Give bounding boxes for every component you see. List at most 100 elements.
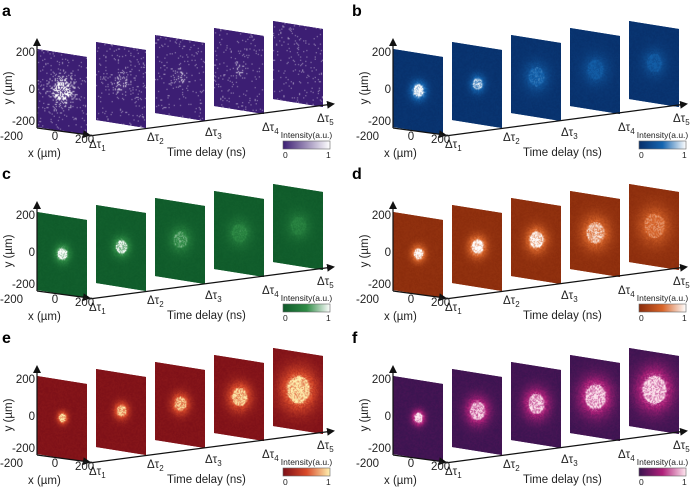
frame-4 xyxy=(570,28,620,114)
frame-image xyxy=(393,49,443,135)
frame-3 xyxy=(511,198,561,284)
panel-e-plot: e 200 0 -200 y (µm) -200 0 200 x (µm) Δτ1 Δτ2 Δτ3 Δτ… xyxy=(0,330,335,487)
panel-f-plot: f 200 0 -200 y (µm) -200 0 200 x (µm) Δτ1 Δτ2 Δτ3 Δτ… xyxy=(352,330,690,487)
panel-c: c 200 0 -200 y (µm) -200 0 200 x (µm) Δτ1 Δτ2 Δτ3 Δτ… xyxy=(0,163,350,327)
x-axis xyxy=(36,290,91,302)
time-tick-label: Δτ4 xyxy=(262,285,279,299)
x-axis xyxy=(392,127,447,139)
time-axis xyxy=(88,100,335,137)
y-tick-label: -200 xyxy=(368,279,391,291)
time-tick-label: Δτ3 xyxy=(205,454,222,468)
time-tick-label: Δτ4 xyxy=(618,449,635,463)
frame-2 xyxy=(452,369,502,455)
colorbar-max: 1 xyxy=(326,313,331,323)
x-tick-label: 0 xyxy=(52,131,58,143)
time-tick-label: Δτ4 xyxy=(618,285,635,299)
colorbar-max: 1 xyxy=(326,150,331,160)
time-tick-label: Δτ1 xyxy=(445,302,462,316)
panel-label: c xyxy=(2,166,11,183)
time-axis-label: Time delay (ns) xyxy=(167,310,246,322)
frame-2 xyxy=(452,205,502,291)
y-axis-label: y (µm) xyxy=(3,234,15,267)
frame-image xyxy=(273,21,323,107)
frame-image xyxy=(155,362,205,448)
time-tick-label: Δτ3 xyxy=(561,290,578,304)
x-axis-label: x (µm) xyxy=(28,311,61,323)
frame-4 xyxy=(570,191,620,277)
x-tick-label: 200 xyxy=(75,297,94,309)
y-tick-label: 0 xyxy=(385,84,391,96)
frame-image xyxy=(570,28,620,114)
frame-5 xyxy=(273,21,323,107)
x-tick-label: -200 xyxy=(356,131,379,143)
time-axis xyxy=(444,427,688,464)
frame-5 xyxy=(273,184,323,270)
y-tick-label: 0 xyxy=(385,411,391,423)
panel-f: f 200 0 -200 y (µm) -200 0 200 x (µm) Δτ1 Δτ2 Δτ3 Δτ… xyxy=(350,327,700,491)
frame-image xyxy=(273,348,323,434)
time-axis-label: Time delay (ns) xyxy=(167,474,246,486)
time-tick-label: Δτ3 xyxy=(561,127,578,141)
time-axis xyxy=(444,100,688,137)
colorbar-max: 1 xyxy=(682,150,687,160)
frame-4 xyxy=(214,28,264,114)
x-tick-label: 0 xyxy=(52,458,58,470)
frame-image xyxy=(37,49,87,135)
frame-4 xyxy=(214,355,264,441)
time-tick-label: Δτ4 xyxy=(262,122,279,136)
y-tick-label: 200 xyxy=(16,210,35,222)
frame-image xyxy=(629,348,679,434)
x-axis-label: x (µm) xyxy=(28,475,61,487)
y-axis-label: y (µm) xyxy=(359,398,371,431)
y-tick-label: 0 xyxy=(385,247,391,259)
x-axis-label: x (µm) xyxy=(28,148,61,160)
x-tick-label: 200 xyxy=(75,461,94,473)
frame-image xyxy=(393,376,443,462)
panel-a: a 200 0 -200 y (µm) -200 0 200 x (µm) Δτ1 Δτ2 Δτ3 Δτ… xyxy=(0,0,350,164)
x-tick-label: -200 xyxy=(0,458,23,470)
frame-image xyxy=(393,212,443,298)
x-axis xyxy=(392,290,447,302)
time-tick-label: Δτ3 xyxy=(561,454,578,468)
colorbar xyxy=(282,467,331,477)
frame-2 xyxy=(96,369,146,455)
panel-label: e xyxy=(2,330,11,347)
colorbar-min: 0 xyxy=(283,150,288,160)
panel-a-plot: a 200 0 -200 y (µm) -200 0 200 x (µm) Δτ1 Δτ2 Δτ3 Δτ… xyxy=(0,3,335,160)
frame-5 xyxy=(629,348,679,434)
y-tick-label: -200 xyxy=(368,116,391,128)
x-axis xyxy=(36,454,91,466)
frame-1 xyxy=(37,49,87,135)
frame-image xyxy=(570,191,620,277)
time-tick-label: Δτ5 xyxy=(317,113,334,127)
time-axis-label: Time delay (ns) xyxy=(523,147,602,159)
x-axis-label: x (µm) xyxy=(384,148,417,160)
time-tick-label: Δτ5 xyxy=(673,440,690,454)
y-tick-label: -200 xyxy=(368,443,391,455)
x-axis-label: x (µm) xyxy=(384,475,417,487)
y-tick-label: -200 xyxy=(12,279,35,291)
time-tick-label: Δτ5 xyxy=(317,276,334,290)
colorbar-min: 0 xyxy=(283,313,288,323)
colorbar-title: Intensity(a.u.) xyxy=(281,457,333,467)
frame-1 xyxy=(37,376,87,462)
time-tick-label: Δτ4 xyxy=(262,449,279,463)
frame-image xyxy=(155,35,205,121)
y-tick-label: 200 xyxy=(16,374,35,386)
x-axis xyxy=(392,454,447,466)
time-axis xyxy=(444,263,688,300)
x-tick-label: -200 xyxy=(0,294,23,306)
y-axis-label: y (µm) xyxy=(3,398,15,431)
frame-4 xyxy=(214,191,264,277)
x-tick-label: -200 xyxy=(0,131,23,143)
x-tick-label: 200 xyxy=(75,134,94,146)
time-tick-label: Δτ1 xyxy=(89,466,106,480)
panel-label: b xyxy=(352,3,362,20)
time-tick-label: Δτ1 xyxy=(89,302,106,316)
frame-image xyxy=(214,28,264,114)
colorbar-title: Intensity(a.u.) xyxy=(637,130,689,140)
time-tick-label: Δτ5 xyxy=(673,276,690,290)
time-tick-label: Δτ4 xyxy=(618,122,635,136)
panel-b-plot: b 200 0 -200 y (µm) -200 0 200 x (µm) Δτ1 Δτ2 Δτ3 Δτ… xyxy=(352,3,690,160)
